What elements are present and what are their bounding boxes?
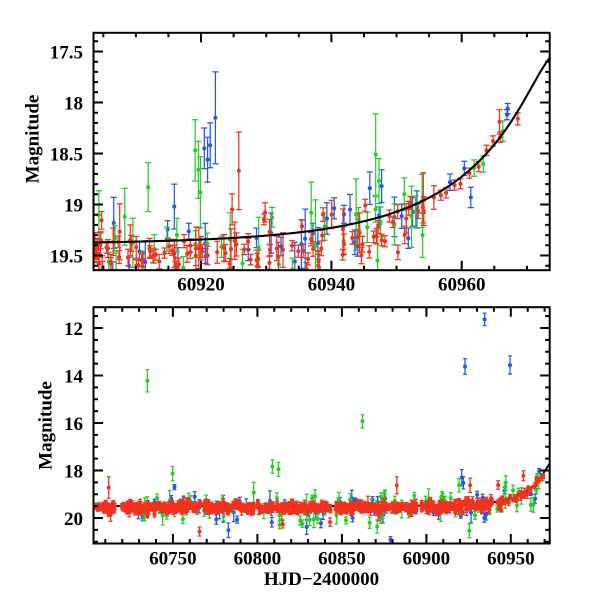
svg-text:19: 19 <box>64 196 83 217</box>
svg-text:16: 16 <box>64 414 83 435</box>
svg-text:60940: 60940 <box>308 275 356 296</box>
svg-text:18: 18 <box>64 462 83 483</box>
svg-text:14: 14 <box>64 367 84 388</box>
svg-text:60850: 60850 <box>318 548 366 569</box>
svg-text:20: 20 <box>64 509 83 530</box>
svg-text:Magnitude: Magnitude <box>23 95 44 184</box>
svg-text:18.5: 18.5 <box>50 145 83 166</box>
svg-text:60920: 60920 <box>177 275 225 296</box>
svg-text:17.5: 17.5 <box>50 43 83 64</box>
svg-text:60960: 60960 <box>438 275 486 296</box>
svg-text:12: 12 <box>64 319 83 340</box>
svg-text:19.5: 19.5 <box>50 247 83 268</box>
svg-text:Magnitude: Magnitude <box>36 381 57 470</box>
svg-text:60750: 60750 <box>149 548 197 569</box>
svg-text:60800: 60800 <box>234 548 282 569</box>
svg-text:18: 18 <box>64 94 83 115</box>
svg-text:60950: 60950 <box>487 548 535 569</box>
svg-text:60900: 60900 <box>403 548 451 569</box>
svg-text:HJD−2400000: HJD−2400000 <box>264 569 379 590</box>
